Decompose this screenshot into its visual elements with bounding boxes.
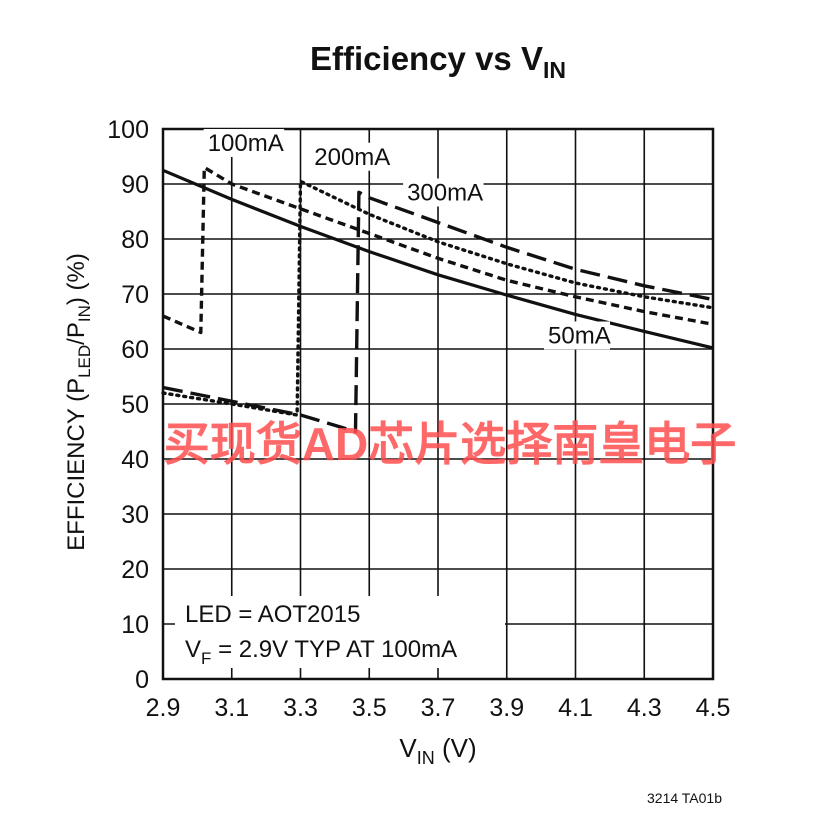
series-label-bg-300mA xyxy=(403,178,484,207)
series-label-bg-100mA xyxy=(203,129,285,157)
y-tick-label: 10 xyxy=(121,611,149,639)
chart-title-sub: IN xyxy=(543,57,566,83)
x-tick-label: 2.9 xyxy=(146,694,181,722)
annotation-vf-sub: F xyxy=(201,649,211,668)
series-group xyxy=(161,165,715,668)
y-axis-label: EFFICIENCY (PLED/PIN) (%) xyxy=(63,253,94,551)
series-line-200mA xyxy=(161,179,715,417)
tick-labels: 2.9 3.1 3.3 3.5 3.7 3.9 4.1 4.3 4.5 0 10 20 30 40 50 60… xyxy=(107,116,730,722)
y-axis-label-part-5: ) (%) xyxy=(63,253,90,305)
x-tick-label: 3.1 xyxy=(214,694,249,722)
x-tick-label: 4.5 xyxy=(696,694,731,722)
x-axis-label-main: V xyxy=(399,733,417,763)
series-label-200mA: 200mA xyxy=(314,144,390,171)
annotation-led: LED = AOT2015 xyxy=(185,601,360,628)
plot-frame xyxy=(161,127,715,681)
watermark-text: 买现货AD芯片选择南皇电子 xyxy=(164,418,736,470)
y-tick-label: 100 xyxy=(107,116,149,144)
series-line-300mA xyxy=(162,190,714,434)
x-tick-label: 3.5 xyxy=(352,694,387,722)
y-tick-label: 20 xyxy=(121,556,149,584)
x-tick-label: 4.1 xyxy=(558,694,593,722)
series-label-bg-200mA xyxy=(310,142,391,171)
series-labels: 50mA 100mA 200mA 300mA xyxy=(203,129,611,350)
annotation-vf-rest: = 2.9V TYP AT 100mA xyxy=(211,636,457,663)
x-tick-label: 3.7 xyxy=(421,694,456,722)
y-tick-label: 80 xyxy=(121,226,149,254)
series-label-300mA: 300mA xyxy=(407,180,483,207)
series-label-100mA: 100mA xyxy=(208,130,284,157)
y-axis-label-part-1: EFFICIENCY (P xyxy=(63,378,90,551)
y-tick-label: 60 xyxy=(121,336,149,364)
series-label-50mA: 50mA xyxy=(548,323,611,350)
x-tick-label: 4.3 xyxy=(627,694,662,722)
series-label-bg-50mA xyxy=(544,321,610,350)
y-axis-label-part-3: /P xyxy=(63,322,90,345)
y-tick-label: 70 xyxy=(121,281,149,309)
x-tick-label: 3.9 xyxy=(489,694,524,722)
chart-title: Efficiency vs VIN xyxy=(310,40,566,83)
y-axis-label-part-2: LED xyxy=(75,345,94,378)
annotation-bg xyxy=(175,596,505,668)
y-tick-label: 50 xyxy=(121,391,149,419)
x-axis-label-sub: IN xyxy=(417,748,435,768)
annotation-vf-main: V xyxy=(185,636,201,663)
x-tick-label: 3.3 xyxy=(283,694,318,722)
y-tick-label: 0 xyxy=(135,666,149,694)
y-tick-label: 90 xyxy=(121,171,149,199)
y-tick-label: 40 xyxy=(121,446,149,474)
annotation-vf: VF = 2.9V TYP AT 100mA xyxy=(185,636,457,668)
series-line-100mA xyxy=(162,165,714,335)
y-axis-label-part-4: IN xyxy=(75,305,94,322)
x-axis-label-unit: (V) xyxy=(435,733,477,763)
series-line-50mA xyxy=(162,168,714,350)
y-tick-label: 30 xyxy=(121,501,149,529)
x-axis-label: VIN (V) xyxy=(399,733,476,768)
figure-id: 3214 TA01b xyxy=(647,790,722,806)
chart-title-main: Efficiency vs V xyxy=(310,40,543,77)
